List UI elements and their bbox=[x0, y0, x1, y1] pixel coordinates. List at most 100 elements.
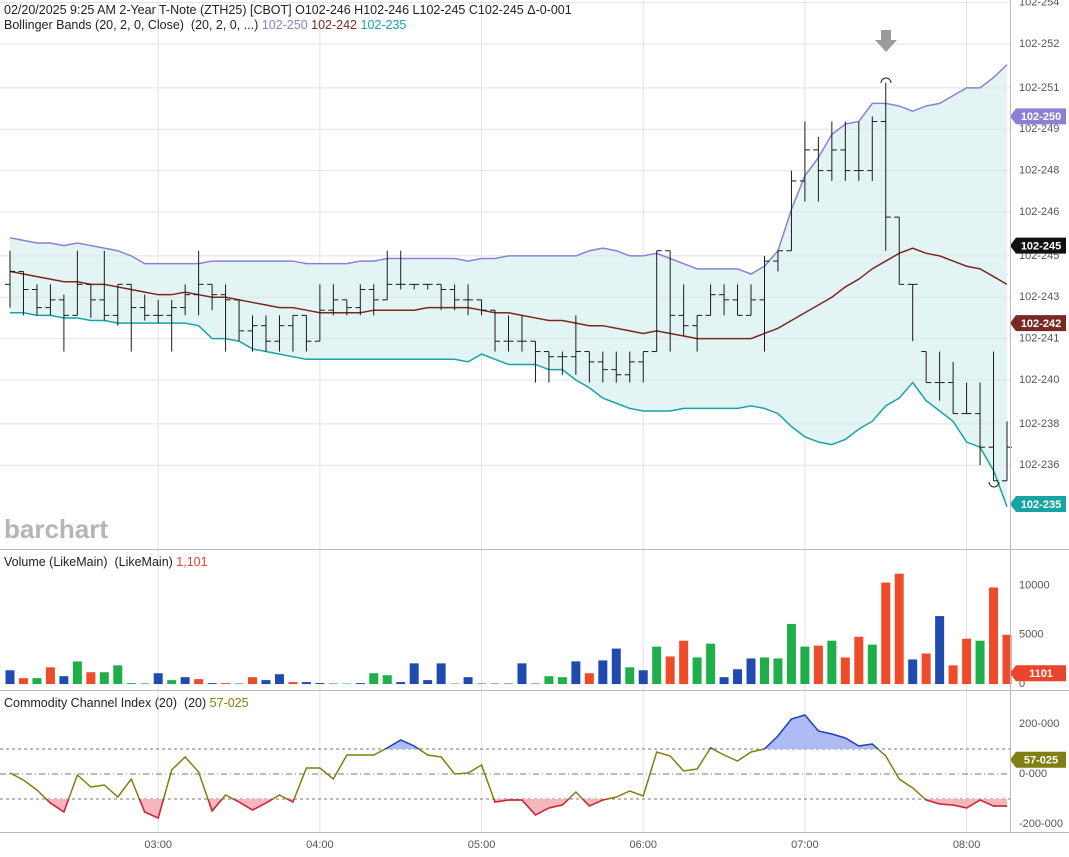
header-part: Commodity Channel Index (20) (20) bbox=[4, 696, 206, 710]
volume-bar bbox=[99, 672, 109, 685]
price-tag bbox=[1010, 108, 1066, 125]
header-part: 102-235 bbox=[357, 18, 406, 32]
volume-bar bbox=[948, 665, 958, 685]
bollinger-band bbox=[10, 312, 1008, 507]
price-tag-label: 1101 bbox=[1029, 668, 1053, 680]
price-tag-label: 102-235 bbox=[1021, 499, 1061, 511]
volume-bar bbox=[315, 683, 325, 685]
volume-bar bbox=[746, 658, 756, 685]
volume-bar bbox=[733, 669, 743, 685]
volume-bar bbox=[194, 679, 204, 685]
volume-bar bbox=[894, 573, 904, 685]
volume-bar bbox=[32, 678, 42, 685]
bollinger-band bbox=[9, 64, 1008, 275]
volume-bar bbox=[625, 667, 635, 685]
low-marker bbox=[988, 481, 1000, 488]
volume-bar bbox=[153, 673, 163, 685]
volume-bar bbox=[611, 648, 621, 685]
volume-bar bbox=[1002, 634, 1012, 685]
volume-bar bbox=[719, 677, 729, 685]
volume-bar bbox=[800, 646, 810, 685]
volume-bar bbox=[207, 683, 217, 685]
header-part: Bollinger Bands (20, 2, 0, Close) (20, 2… bbox=[4, 18, 258, 32]
volume-bar bbox=[72, 661, 82, 685]
y-tick-label: 102-236 bbox=[1019, 459, 1059, 471]
header-part: 1,101 bbox=[173, 555, 208, 569]
volume-bar bbox=[908, 659, 918, 685]
volume-bar bbox=[248, 677, 258, 685]
volume-bar bbox=[962, 638, 972, 685]
volume-bar bbox=[436, 663, 446, 685]
price-tag bbox=[1010, 751, 1066, 768]
volume-bar bbox=[180, 677, 190, 685]
price-tag-label: 102-250 bbox=[1021, 111, 1061, 123]
price-tag bbox=[1010, 665, 1066, 682]
header-part: 102-250 bbox=[258, 18, 307, 32]
y-tick-label: 5000 bbox=[1019, 629, 1043, 641]
volume-bar bbox=[126, 683, 136, 685]
y-tick-label: 0-000 bbox=[1019, 768, 1047, 780]
price-tag bbox=[1010, 496, 1066, 513]
volume-bar bbox=[113, 665, 123, 685]
volume-bar bbox=[598, 660, 608, 685]
cci-zone-line bbox=[45, 799, 1007, 820]
event-arrow bbox=[875, 30, 897, 52]
volume-bar bbox=[18, 678, 28, 685]
y-tick-label: 102-243 bbox=[1019, 291, 1059, 303]
panel-header: Volume (LikeMain) (LikeMain) 1,101 bbox=[4, 555, 208, 569]
header-part: 57-025 bbox=[206, 696, 248, 710]
volume-bar bbox=[840, 657, 850, 685]
volume-bar bbox=[827, 640, 837, 685]
volume-bar bbox=[975, 640, 985, 685]
volume-bar bbox=[813, 645, 823, 685]
cci-zone-fill bbox=[10, 799, 1007, 818]
y-tick-label: 102-246 bbox=[1019, 206, 1059, 218]
volume-bar bbox=[355, 683, 365, 685]
y-tick-label: 102-245 bbox=[1019, 250, 1059, 262]
bollinger-band bbox=[9, 247, 1008, 340]
y-tick-label: 102-251 bbox=[1019, 82, 1059, 94]
y-tick-label: 102-248 bbox=[1019, 165, 1059, 177]
band-fill bbox=[10, 64, 1007, 507]
x-tick-label: 05:00 bbox=[468, 839, 496, 851]
cci-zone-fill bbox=[10, 715, 1007, 749]
volume-bar bbox=[921, 653, 931, 685]
volume-bar bbox=[221, 683, 231, 685]
panel-header: Bollinger Bands (20, 2, 0, Close) (20, 2… bbox=[4, 18, 406, 32]
volume-bar bbox=[261, 680, 271, 685]
price-tag bbox=[1010, 315, 1066, 332]
volume-bar bbox=[301, 682, 311, 685]
volume-bar bbox=[652, 646, 662, 685]
volume-bar bbox=[396, 682, 406, 685]
x-tick-label: 08:00 bbox=[953, 839, 981, 851]
x-tick-label: 07:00 bbox=[791, 839, 819, 851]
high-marker bbox=[880, 77, 892, 84]
y-tick-label: 102-240 bbox=[1019, 374, 1059, 386]
volume-bar bbox=[544, 676, 554, 685]
volume-bar bbox=[759, 657, 769, 685]
volume-bar bbox=[638, 670, 648, 685]
y-tick-label: 0 bbox=[1019, 678, 1025, 690]
y-tick-label: 102-241 bbox=[1019, 333, 1059, 345]
volume-bar bbox=[517, 663, 527, 685]
price-tag-label: 57-025 bbox=[1024, 755, 1058, 767]
x-tick-label: 06:00 bbox=[629, 839, 657, 851]
volume-bar bbox=[571, 661, 581, 685]
header-part: Volume (LikeMain) (LikeMain) bbox=[4, 555, 173, 569]
volume-bar bbox=[423, 680, 433, 685]
volume-bar bbox=[167, 680, 177, 685]
volume-bar bbox=[867, 644, 877, 685]
volume-bar bbox=[288, 682, 298, 685]
volume-bar bbox=[274, 674, 284, 685]
cci-zone-line bbox=[383, 714, 880, 749]
panel-header: Commodity Channel Index (20) (20) 57-025 bbox=[4, 696, 249, 710]
volume-bar bbox=[773, 658, 783, 685]
volume-bar bbox=[86, 672, 96, 685]
volume-bar bbox=[59, 676, 69, 685]
volume-bar bbox=[935, 616, 945, 685]
volume-bar bbox=[5, 670, 15, 685]
y-tick-label: 200-000 bbox=[1019, 718, 1059, 730]
price-tag-label: 102-245 bbox=[1021, 240, 1061, 252]
y-tick-label: 102-254 bbox=[1019, 0, 1059, 8]
